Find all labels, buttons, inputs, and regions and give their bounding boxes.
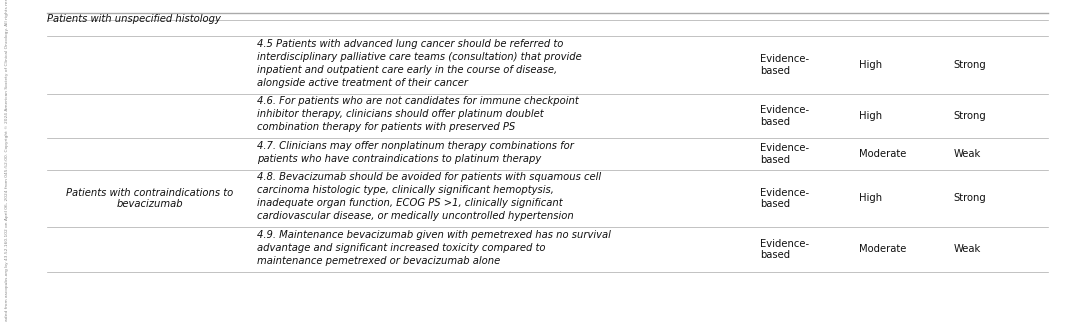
Text: Evidence-
based: Evidence- based [760,239,809,260]
Text: Evidence-
based: Evidence- based [760,188,809,209]
Text: cardiovascular disease, or medically uncontrolled hypertension: cardiovascular disease, or medically unc… [257,211,574,221]
Text: Weak: Weak [954,244,980,254]
Text: patients who have contraindications to platinum therapy: patients who have contraindications to p… [257,154,541,164]
Text: Strong: Strong [954,60,987,70]
Text: Moderate: Moderate [859,149,907,159]
Text: Strong: Strong [954,194,987,204]
Text: Evidence-
based: Evidence- based [760,54,809,76]
Text: 4.8. Bevacizumab should be avoided for patients with squamous cell: 4.8. Bevacizumab should be avoided for p… [257,172,601,182]
Text: carcinoma histologic type, clinically significant hemoptysis,: carcinoma histologic type, clinically si… [257,185,554,195]
Text: High: High [859,111,882,121]
Text: inadequate organ function, ECOG PS >1, clinically significant: inadequate organ function, ECOG PS >1, c… [257,198,562,208]
Text: Moderate: Moderate [859,244,907,254]
Text: interdisciplinary palliative care teams (consultation) that provide: interdisciplinary palliative care teams … [257,52,582,62]
Text: High: High [859,60,882,70]
Text: inpatient and outpatient care early in the course of disease,: inpatient and outpatient care early in t… [257,65,557,75]
Text: maintenance pemetrexed or bevacizumab alone: maintenance pemetrexed or bevacizumab al… [257,256,500,266]
Text: Patients with unspecified histology: Patients with unspecified histology [47,14,221,24]
Text: 4.7. Clinicians may offer nonplatinum therapy combinations for: 4.7. Clinicians may offer nonplatinum th… [257,141,574,151]
Text: Downloaded from ascopubs.org by 43.52.160.102 on April 06, 2024 from 045:52:00. : Downloaded from ascopubs.org by 43.52.16… [5,0,10,322]
Text: High: High [859,194,882,204]
Text: Evidence-
based: Evidence- based [760,143,809,165]
Text: alongside active treatment of their cancer: alongside active treatment of their canc… [257,78,468,88]
Text: advantage and significant increased toxicity compared to: advantage and significant increased toxi… [257,242,545,253]
Text: Evidence-
based: Evidence- based [760,105,809,127]
Text: Strong: Strong [954,111,987,121]
Text: 4.9. Maintenance bevacizumab given with pemetrexed has no survival: 4.9. Maintenance bevacizumab given with … [257,230,610,240]
Text: 4.6. For patients who are not candidates for immune checkpoint: 4.6. For patients who are not candidates… [257,96,578,106]
Text: inhibitor therapy, clinicians should offer platinum doublet: inhibitor therapy, clinicians should off… [257,109,543,119]
Text: 4.5 Patients with advanced lung cancer should be referred to: 4.5 Patients with advanced lung cancer s… [257,39,563,49]
Text: combination therapy for patients with preserved PS: combination therapy for patients with pr… [257,122,515,132]
Text: Weak: Weak [954,149,980,159]
Text: Patients with contraindications to
bevacizumab: Patients with contraindications to bevac… [66,188,233,209]
